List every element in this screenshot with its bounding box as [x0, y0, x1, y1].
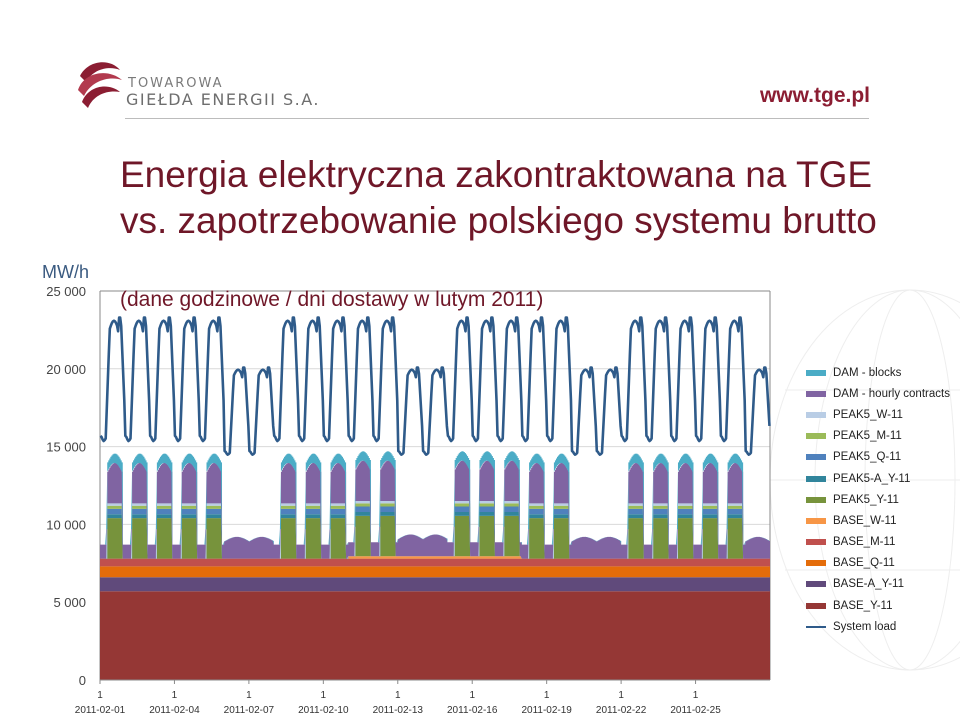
slide-subtitle: (dane godzinowe / dni dostawy w lutym 20… — [120, 288, 544, 311]
legend-item: BASE_Q-11 — [806, 553, 950, 574]
y-axis-unit: MW/h — [42, 262, 89, 282]
legend-label: PEAK5-A_Y-11 — [833, 472, 911, 485]
area-peak5-y-11 — [100, 515, 770, 559]
y-tick-label: 25 000 — [46, 284, 86, 299]
legend-swatch — [806, 369, 826, 376]
y-tick-label: 5 000 — [53, 595, 86, 610]
legend-label: PEAK5_W-11 — [833, 408, 903, 421]
tge-logo: TOWAROWA GIEŁDA ENERGII S.A. — [74, 56, 374, 112]
legend-item: DAM - hourly contracts — [806, 383, 950, 404]
legend-label: DAM - blocks — [833, 366, 902, 379]
legend-swatch — [806, 433, 826, 440]
system-load-line — [99, 316, 771, 456]
legend-label: PEAK5_M-11 — [833, 430, 902, 443]
legend-item: PEAK5_Y-11 — [806, 489, 950, 510]
legend-swatch — [806, 560, 826, 567]
legend-item: PEAK5_Q-11 — [806, 447, 950, 468]
legend-label: BASE_W-11 — [833, 514, 897, 527]
legend-label: PEAK5_Y-11 — [833, 493, 899, 506]
x-hour-label: 1 — [246, 690, 252, 701]
legend-label: DAM - hourly contracts — [833, 387, 950, 400]
legend-label: BASE_M-11 — [833, 536, 896, 549]
y-tick-label: 15 000 — [46, 440, 86, 455]
legend-swatch — [806, 390, 826, 397]
area-base-q-11 — [100, 566, 770, 578]
legend-swatch — [806, 454, 826, 461]
logo-line-1: TOWAROWA — [128, 76, 224, 91]
x-date-label: 2011-02-16 — [447, 705, 498, 716]
x-hour-label: 1 — [544, 690, 550, 701]
x-date-label: 2011-02-01 — [75, 705, 126, 716]
y-tick-label: 0 — [79, 673, 86, 688]
legend-swatch — [806, 411, 826, 418]
x-hour-label: 1 — [97, 690, 103, 701]
legend-label: BASE_Q-11 — [833, 557, 895, 570]
legend-swatch — [806, 475, 826, 482]
header-divider — [125, 118, 869, 119]
x-date-label: 2011-02-25 — [670, 705, 721, 716]
x-hour-label: 1 — [321, 690, 327, 701]
legend-label: PEAK5_Q-11 — [833, 451, 902, 464]
legend-item: BASE_M-11 — [806, 532, 950, 553]
legend-swatch — [806, 625, 826, 628]
y-tick-label: 10 000 — [46, 517, 86, 532]
legend-swatch — [806, 496, 826, 503]
legend-label: BASE_Y-11 — [833, 599, 893, 612]
legend-item: DAM - blocks — [806, 362, 950, 383]
x-hour-label: 1 — [469, 690, 475, 701]
chart-legend: DAM - blocks DAM - hourly contracts PEAK5_… — [806, 362, 950, 637]
legend-item: PEAK5-A_Y-11 — [806, 468, 950, 489]
y-tick-label: 20 000 — [46, 362, 86, 377]
tge-logo-mark — [78, 62, 122, 108]
area-dam-blocks — [100, 451, 770, 545]
legend-item: System load — [806, 616, 950, 637]
legend-label: System load — [833, 620, 897, 633]
legend-item: BASE-A_Y-11 — [806, 574, 950, 595]
x-date-label: 2011-02-22 — [596, 705, 647, 716]
area-base-w-11 — [100, 556, 770, 559]
x-hour-label: 1 — [172, 690, 178, 701]
legend-swatch — [806, 581, 826, 588]
legend-swatch — [806, 539, 826, 546]
x-hour-label: 1 — [693, 690, 699, 701]
area-base-y-11 — [100, 591, 770, 680]
slide-title: Energia elektryczna zakontraktowana na T… — [120, 154, 877, 241]
x-date-label: 2011-02-10 — [298, 705, 349, 716]
logo-line-2: GIEŁDA ENERGII S.A. — [126, 90, 321, 109]
x-hour-label: 1 — [395, 690, 401, 701]
area-base-a-y-11 — [100, 577, 770, 592]
legend-item: PEAK5_M-11 — [806, 426, 950, 447]
x-date-label: 2011-02-19 — [521, 705, 572, 716]
legend-label: BASE-A_Y-11 — [833, 578, 904, 591]
legend-item: PEAK5_W-11 — [806, 404, 950, 425]
x-date-label: 2011-02-07 — [224, 705, 275, 716]
x-date-label: 2011-02-04 — [149, 705, 200, 716]
area-dam-hourly-contracts — [100, 460, 770, 559]
x-date-label: 2011-02-13 — [373, 705, 424, 716]
legend-item: BASE_W-11 — [806, 510, 950, 531]
legend-swatch — [806, 517, 826, 524]
legend-swatch — [806, 602, 826, 609]
area-base-m-11 — [100, 558, 770, 567]
area-peak5-a-y-11 — [100, 511, 770, 559]
legend-item: BASE_Y-11 — [806, 595, 950, 616]
x-hour-label: 1 — [618, 690, 624, 701]
site-url[interactable]: www.tge.pl — [759, 84, 870, 107]
area-peak5-q-11 — [100, 506, 770, 559]
